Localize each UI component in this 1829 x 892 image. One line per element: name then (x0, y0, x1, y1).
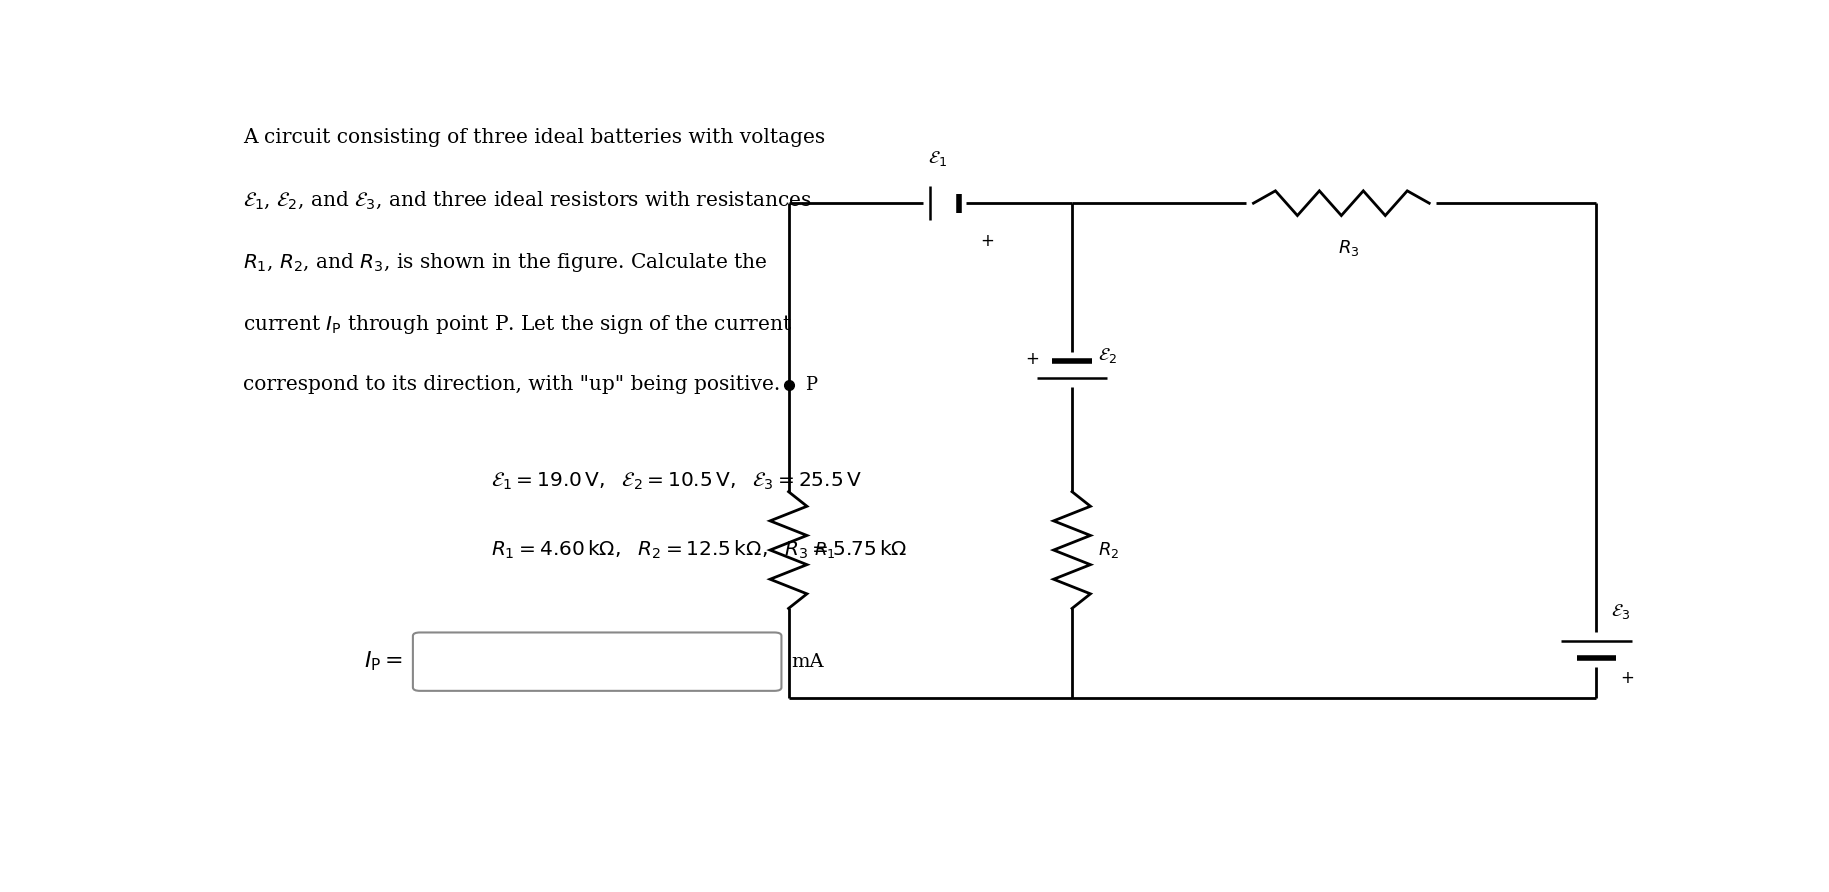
Text: $R_1$, $R_2$, and $R_3$, is shown in the figure. Calculate the: $R_1$, $R_2$, and $R_3$, is shown in the… (243, 252, 766, 274)
Text: $\mathcal{E}_1$: $\mathcal{E}_1$ (927, 149, 947, 168)
Text: mA: mA (792, 653, 825, 671)
Text: +: + (980, 232, 993, 250)
FancyBboxPatch shape (413, 632, 781, 690)
Text: A circuit consisting of three ideal batteries with voltages: A circuit consisting of three ideal batt… (243, 128, 825, 146)
Text: $\mathcal{E}_1$, $\mathcal{E}_2$, and $\mathcal{E}_3$, and three ideal resistors: $\mathcal{E}_1$, $\mathcal{E}_2$, and $\… (243, 189, 812, 211)
Text: +: + (1026, 351, 1039, 368)
Text: current $I_\mathrm{P}$ through point P. Let the sign of the current: current $I_\mathrm{P}$ through point P. … (243, 313, 792, 336)
Text: $\mathcal{E}_3$: $\mathcal{E}_3$ (1611, 602, 1630, 622)
Text: $I_\mathrm{P} =$: $I_\mathrm{P} =$ (364, 650, 402, 673)
Text: $\mathcal{E}_1 = 19.0\,\mathrm{V},\ \ \mathcal{E}_2 = 10.5\,\mathrm{V},\ \ \math: $\mathcal{E}_1 = 19.0\,\mathrm{V},\ \ \m… (490, 471, 861, 492)
Text: +: + (1620, 670, 1635, 688)
Text: $R_1 = 4.60\,\mathrm{k\Omega},\ \ R_2 = 12.5\,\mathrm{k\Omega},\ \ R_3 = 5.75\,\: $R_1 = 4.60\,\mathrm{k\Omega},\ \ R_2 = … (490, 539, 907, 561)
Text: $R_2$: $R_2$ (1097, 540, 1119, 560)
Text: $R_1$: $R_1$ (814, 540, 836, 560)
Text: P: P (805, 376, 818, 394)
Text: correspond to its direction, with "up" being positive.: correspond to its direction, with "up" b… (243, 375, 779, 394)
Text: $R_3$: $R_3$ (1337, 238, 1359, 258)
Text: $\mathcal{E}_2$: $\mathcal{E}_2$ (1097, 346, 1116, 365)
